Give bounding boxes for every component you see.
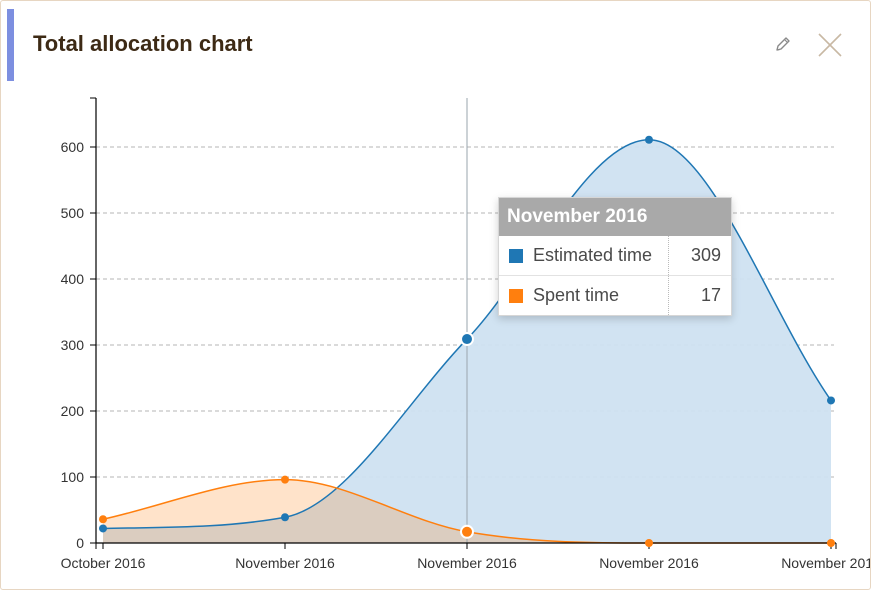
x-tick-label: October 2016 [61,555,146,571]
estimated-point [645,135,653,144]
close-icon [818,33,842,57]
tooltip-row-value: 17 [700,285,721,305]
tooltip-title: November 2016 [499,198,731,236]
estimated-point [827,396,835,405]
chart-tooltip: November 2016 Estimated time 309 Spent t… [498,197,732,316]
estimated-point [281,513,289,522]
accent-bar [7,9,14,81]
y-tick-label: 400 [61,271,85,287]
spent-point [827,539,835,547]
tooltip-row-label: Spent time [533,285,620,305]
spent-point [645,539,653,547]
y-tick-label: 600 [61,139,85,155]
y-tick-label: 0 [76,535,84,551]
spent-swatch [509,288,523,303]
spent-area [103,479,831,543]
tooltip-row-spent: Spent time 17 [499,275,731,315]
close-button[interactable] [817,32,843,58]
y-tick-label: 300 [61,337,85,353]
y-tick-label: 200 [61,403,85,419]
tooltip-row-label: Estimated time [533,245,653,265]
pencil-icon [776,37,790,51]
estimated-point [99,524,107,533]
spent-point [99,515,107,524]
spent-point [281,475,289,484]
x-tick-label: November 2016 [417,555,517,571]
x-tick-label: November 2016 [599,555,699,571]
widget-title: Total allocation chart [33,31,253,56]
x-tick-label: November 2016 [235,555,335,571]
spent-point [460,524,474,539]
estimated-swatch [509,248,523,263]
tooltip-row-value: 309 [690,245,721,265]
x-tick-label: November 2016 [781,555,870,571]
y-tick-label: 500 [61,205,85,221]
tooltip-row-estimated: Estimated time 309 [499,236,731,275]
estimated-point [460,332,474,347]
y-tick-label: 100 [61,469,85,485]
edit-button[interactable] [772,33,794,55]
